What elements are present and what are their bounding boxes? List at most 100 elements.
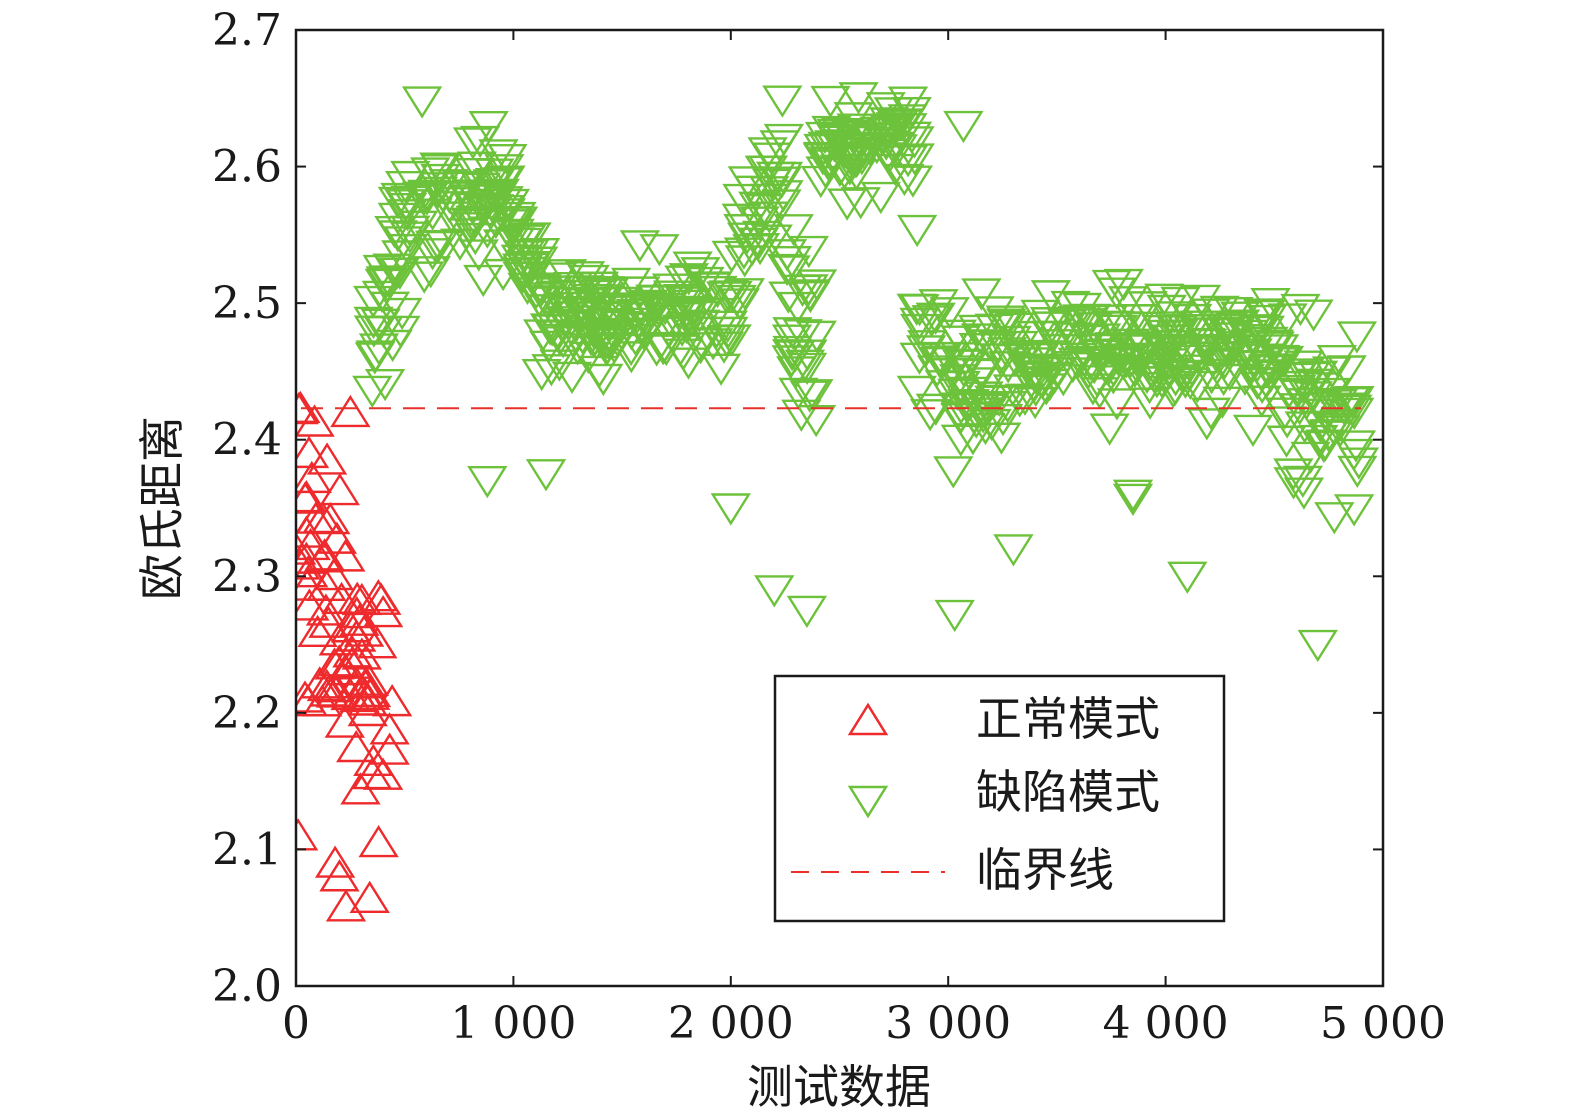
defect-point	[353, 306, 394, 340]
defect-point	[1266, 425, 1307, 458]
defect-point	[420, 154, 461, 187]
normal-point	[358, 825, 399, 858]
defect-point	[1273, 458, 1314, 491]
defect-point	[887, 86, 929, 119]
x-tick-label: 0	[282, 998, 310, 1049]
defect-point	[929, 297, 970, 330]
defect-point	[697, 275, 738, 309]
defect-point	[741, 220, 783, 253]
defect-point	[998, 330, 1039, 364]
defect-point	[987, 391, 1028, 424]
defect-point	[754, 575, 795, 608]
defect-point	[936, 319, 978, 352]
normal-point	[304, 539, 345, 572]
defect-point	[887, 145, 929, 178]
defect-point	[826, 188, 868, 221]
defect-point	[896, 375, 938, 409]
defect-point	[1335, 430, 1377, 463]
defect-point	[781, 399, 822, 432]
defect-point	[793, 379, 834, 412]
defect-point	[1294, 368, 1335, 401]
defect-point	[1129, 372, 1170, 405]
normal-point	[296, 684, 329, 717]
defect-point	[508, 256, 550, 289]
defect-point	[1282, 465, 1324, 499]
defect-point	[943, 355, 984, 388]
defect-point	[1004, 383, 1046, 416]
defect-point	[539, 349, 580, 382]
normal-point	[296, 568, 328, 601]
normal-point	[369, 712, 410, 745]
defect-point	[1020, 366, 1062, 399]
defect-point	[841, 143, 883, 176]
defect-point	[1171, 354, 1213, 387]
defect-point	[790, 280, 831, 314]
defect-point	[354, 342, 396, 375]
defect-point	[1313, 389, 1354, 422]
defect-point	[692, 271, 733, 304]
defect-point	[747, 155, 789, 188]
defect-point	[1091, 269, 1132, 303]
normal-point	[349, 677, 391, 710]
defect-point	[1336, 321, 1378, 354]
defect-point	[853, 123, 894, 156]
y-tick-label: 2.0	[212, 961, 282, 1012]
defect-point	[1172, 303, 1213, 337]
defect-point	[1155, 364, 1196, 397]
defect-point	[1096, 388, 1138, 421]
defect-point	[1238, 314, 1279, 347]
defect-point	[859, 116, 900, 149]
defect-point	[458, 239, 499, 272]
normal-point	[296, 588, 330, 621]
defect-point	[943, 110, 984, 144]
defect-point	[353, 285, 394, 319]
defect-point	[993, 534, 1034, 567]
defect-point	[485, 198, 527, 231]
defect-point	[551, 361, 593, 395]
defect-point	[1280, 293, 1321, 327]
defect-point	[934, 599, 975, 633]
normal-point	[296, 527, 331, 561]
defect-point	[1072, 373, 1114, 406]
defect-point	[860, 181, 901, 215]
defect-point	[494, 209, 535, 242]
defect-point	[521, 358, 562, 392]
defect-point	[991, 325, 1032, 359]
defect-point	[819, 129, 860, 162]
defect-point	[467, 465, 508, 499]
normal-point	[353, 743, 394, 777]
defect-point	[455, 205, 496, 238]
defect-point	[778, 377, 819, 411]
normal-point	[357, 626, 398, 659]
defect-point	[1244, 315, 1285, 348]
defect-point	[680, 257, 721, 290]
defect-point	[696, 298, 737, 331]
defect-point	[511, 222, 552, 255]
defect-point	[810, 85, 851, 119]
defect-point	[789, 380, 830, 413]
defect-point	[541, 310, 583, 343]
y-tick-label: 2.7	[212, 5, 282, 56]
normal-point	[296, 460, 332, 494]
legend-marker-normal	[847, 702, 889, 736]
defect-point	[417, 176, 459, 210]
legend-label-defect: 缺陷模式	[976, 765, 1160, 819]
defect-point	[388, 233, 429, 267]
normal-point	[315, 675, 357, 708]
normal-point	[341, 637, 383, 670]
defect-point	[484, 154, 525, 187]
defect-point	[1112, 483, 1154, 517]
defect-point	[723, 214, 764, 247]
defect-point	[398, 210, 439, 243]
defect-point	[453, 179, 494, 212]
defect-point	[738, 191, 779, 224]
defect-point	[723, 237, 765, 270]
defect-point	[636, 334, 677, 367]
legend-marker-defect	[847, 785, 889, 819]
legend: 正常模式 缺陷模式 临界线	[773, 674, 1226, 923]
defect-point	[724, 278, 765, 311]
normal-point	[319, 472, 360, 506]
defect-point	[1119, 304, 1160, 337]
defect-point	[452, 127, 494, 160]
